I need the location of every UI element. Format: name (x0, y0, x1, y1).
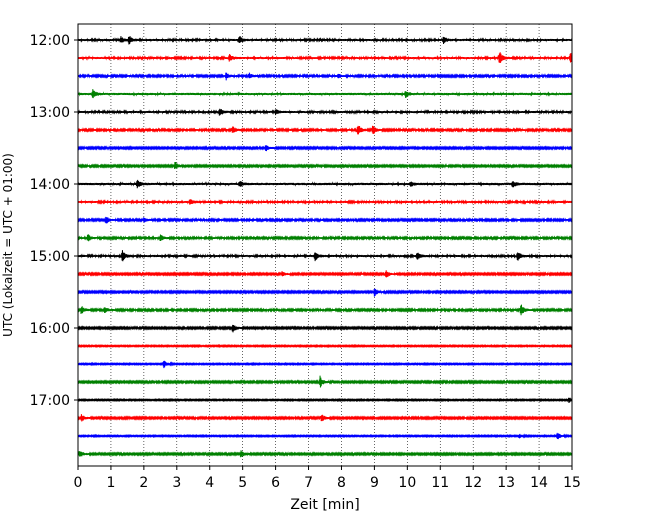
y-axis-label: UTC (Lokalzeit = UTC + 01:00) (1, 153, 15, 337)
x-tick-label: 10 (398, 475, 416, 491)
y-tick-label: 14:00 (30, 177, 70, 193)
trace-1745 (77, 450, 573, 458)
x-tick-label: 15 (563, 475, 581, 491)
x-tick-label: 9 (370, 475, 379, 491)
trace-1545 (77, 304, 573, 316)
trace-1615 (77, 343, 573, 349)
trace-1730 (77, 432, 573, 440)
x-tick-label: 8 (337, 475, 346, 491)
x-tick-label: 13 (497, 475, 515, 491)
trace-1700 (77, 397, 573, 404)
trace-1430 (77, 216, 573, 224)
trace-1245 (77, 89, 573, 99)
trace-1530 (77, 288, 573, 297)
y-axis-ticks: 12:00 13:00 14:00 15:00 16:00 17:00 (30, 33, 78, 409)
y-tick-label: 12:00 (30, 33, 70, 49)
y-tick-label: 15:00 (30, 249, 70, 265)
trace-1645 (77, 375, 573, 388)
y-tick-label: 13:00 (30, 105, 70, 121)
trace-1230 (77, 72, 573, 81)
trace-1345 (77, 162, 573, 169)
trace-1630 (77, 360, 573, 369)
x-tick-label: 4 (205, 475, 214, 491)
x-tick-label: 6 (271, 475, 280, 491)
trace-1500 (77, 250, 573, 262)
x-tick-label: 3 (172, 475, 181, 491)
x-tick-label: 0 (74, 475, 83, 491)
x-tick-label: 5 (238, 475, 247, 491)
x-tick-label: 2 (139, 475, 148, 491)
y-tick-label: 16:00 (30, 321, 70, 337)
trace-1445 (77, 234, 573, 242)
x-tick-label: 12 (464, 475, 482, 491)
x-axis-label: Zeit [min] (290, 497, 359, 513)
trace-1400 (77, 179, 573, 189)
trace-1315 (77, 125, 573, 135)
x-tick-label: 14 (530, 475, 548, 491)
plot-frame (77, 23, 573, 467)
trace-1300 (77, 108, 573, 116)
trace-1330 (77, 145, 573, 152)
seismogram-traces (77, 36, 573, 458)
x-axis-ticks: 0 1 2 3 4 5 6 7 8 9 10 11 12 13 14 15 (74, 466, 581, 491)
x-tick-label: 11 (431, 475, 449, 491)
trace-1415 (77, 199, 573, 205)
trace-1715 (77, 414, 573, 422)
x-tick-label: 1 (106, 475, 115, 491)
trace-1215 (77, 52, 573, 63)
trace-1600 (77, 324, 573, 333)
trace-1515 (77, 270, 573, 278)
y-tick-label: 17:00 (30, 393, 70, 409)
x-tick-label: 7 (304, 475, 313, 491)
trace-1200 (77, 36, 573, 45)
